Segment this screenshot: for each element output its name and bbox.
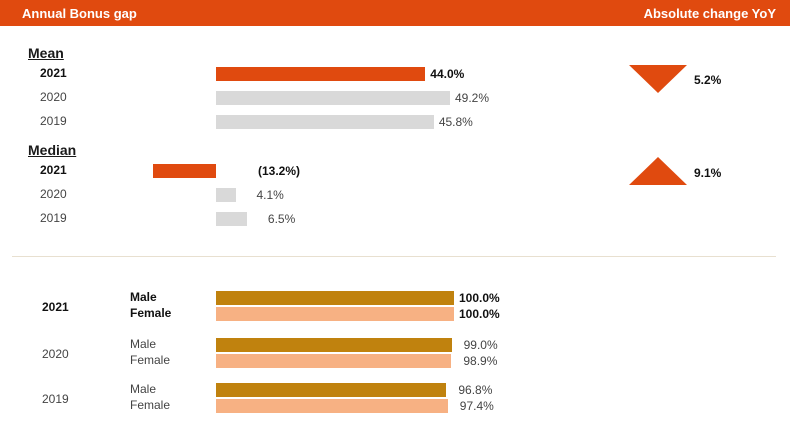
bar-2020	[216, 188, 236, 202]
value-label: 45.8%	[438, 115, 473, 129]
gender-label-female: Female	[130, 306, 172, 320]
year-label: 2020	[40, 90, 67, 104]
value-label: 100.0%	[459, 291, 500, 305]
value-label: 49.2%	[455, 91, 490, 105]
bar-2021	[153, 164, 216, 178]
gender-label-male: Male	[130, 290, 157, 304]
bar-2019	[216, 115, 434, 129]
section-divider	[12, 256, 776, 257]
header-bar: Annual Bonus gap Absolute change YoY	[0, 0, 790, 26]
value-label: 97.4%	[459, 399, 494, 413]
bar-female-2019	[216, 399, 448, 413]
bar-male-2021	[216, 291, 454, 305]
bar-2020	[216, 91, 450, 105]
header-title: Annual Bonus gap	[22, 6, 137, 21]
bar-2021	[216, 67, 426, 81]
gender-label-male: Male	[130, 337, 157, 351]
value-label: 44.0%	[430, 67, 465, 81]
value-label: 99.0%	[463, 338, 498, 352]
value-label: (13.2%)	[258, 164, 301, 178]
gender-label-female: Female	[130, 398, 171, 412]
section-title-mean: Mean	[28, 45, 64, 61]
year-label: 2020	[42, 347, 69, 361]
value-label: 96.8%	[458, 383, 493, 397]
bar-female-2021	[216, 307, 454, 321]
year-label: 2019	[40, 114, 67, 128]
section-title-median: Median	[28, 142, 77, 158]
bar-female-2020	[216, 354, 452, 368]
year-label: 2021	[40, 66, 67, 80]
year-label: 2020	[40, 187, 67, 201]
year-label: 2019	[40, 211, 67, 225]
triangle-down-icon	[629, 65, 687, 93]
triangle-up-icon	[629, 157, 687, 185]
change-yoy-label: 9.1%	[694, 166, 722, 180]
year-label: 2021	[42, 300, 69, 314]
change-marker	[629, 157, 687, 185]
value-label: 100.0%	[459, 307, 500, 321]
bar-male-2019	[216, 383, 447, 397]
value-label: 4.1%	[256, 188, 284, 202]
header-right-title: Absolute change YoY	[643, 6, 776, 21]
bar-2019	[216, 212, 247, 226]
value-label: 98.9%	[463, 354, 498, 368]
gender-label-male: Male	[130, 382, 157, 396]
year-label: 2021	[40, 163, 67, 177]
change-yoy-label: 5.2%	[694, 73, 722, 87]
bar-male-2020	[216, 338, 452, 352]
change-marker	[629, 65, 687, 93]
gender-label-female: Female	[130, 353, 171, 367]
value-label: 6.5%	[267, 212, 296, 226]
year-label: 2019	[42, 392, 69, 406]
